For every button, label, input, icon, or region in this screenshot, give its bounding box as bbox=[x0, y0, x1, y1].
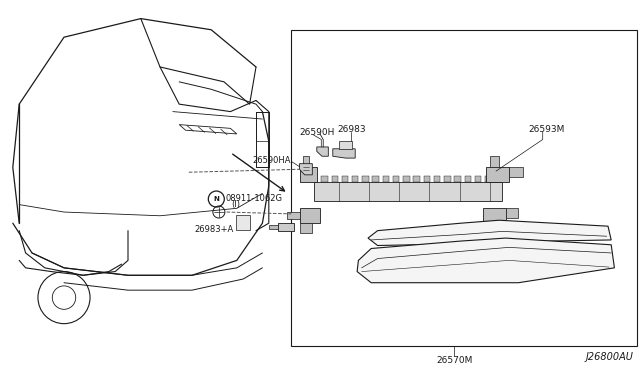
Polygon shape bbox=[314, 182, 502, 201]
Polygon shape bbox=[333, 149, 355, 158]
Polygon shape bbox=[383, 176, 389, 182]
Polygon shape bbox=[483, 208, 506, 225]
Polygon shape bbox=[413, 176, 420, 182]
Text: 26983+A: 26983+A bbox=[194, 225, 233, 234]
Text: 26590HA: 26590HA bbox=[253, 156, 291, 165]
Polygon shape bbox=[485, 176, 492, 182]
Polygon shape bbox=[357, 238, 614, 283]
Polygon shape bbox=[362, 176, 369, 182]
Polygon shape bbox=[444, 176, 451, 182]
Text: N: N bbox=[213, 196, 220, 202]
Polygon shape bbox=[475, 176, 481, 182]
Polygon shape bbox=[490, 156, 499, 167]
Polygon shape bbox=[332, 176, 338, 182]
Polygon shape bbox=[509, 167, 523, 177]
Polygon shape bbox=[486, 167, 509, 182]
Polygon shape bbox=[269, 225, 278, 229]
Polygon shape bbox=[368, 220, 611, 246]
Polygon shape bbox=[317, 147, 328, 156]
Polygon shape bbox=[300, 164, 312, 175]
Polygon shape bbox=[454, 176, 461, 182]
Text: 08911-1062G: 08911-1062G bbox=[225, 194, 282, 203]
Polygon shape bbox=[434, 176, 440, 182]
Polygon shape bbox=[506, 208, 518, 218]
Bar bbox=[291, 30, 637, 346]
Polygon shape bbox=[403, 176, 410, 182]
Text: (I): (I) bbox=[232, 200, 241, 209]
Polygon shape bbox=[372, 176, 379, 182]
Polygon shape bbox=[300, 167, 317, 182]
Polygon shape bbox=[342, 176, 348, 182]
Polygon shape bbox=[352, 176, 358, 182]
Polygon shape bbox=[300, 223, 312, 232]
Polygon shape bbox=[495, 176, 502, 182]
Text: 26590H: 26590H bbox=[300, 128, 335, 137]
Polygon shape bbox=[300, 208, 320, 223]
Text: 26983: 26983 bbox=[337, 125, 366, 134]
Polygon shape bbox=[303, 156, 309, 167]
Polygon shape bbox=[424, 176, 430, 182]
Polygon shape bbox=[287, 212, 300, 219]
Polygon shape bbox=[278, 223, 294, 231]
Polygon shape bbox=[393, 176, 399, 182]
Polygon shape bbox=[321, 176, 328, 182]
Text: 26570M: 26570M bbox=[436, 356, 472, 365]
Polygon shape bbox=[465, 176, 471, 182]
Polygon shape bbox=[339, 141, 352, 149]
Text: J26800AU: J26800AU bbox=[586, 352, 634, 362]
Polygon shape bbox=[236, 215, 250, 230]
Text: 26593M: 26593M bbox=[528, 125, 564, 134]
